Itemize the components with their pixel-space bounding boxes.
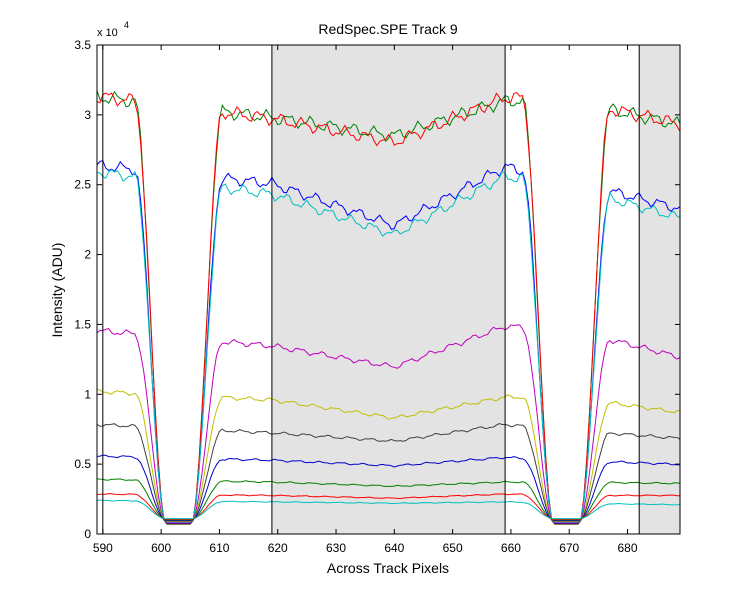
- y-exponent-base: x 10: [97, 27, 118, 39]
- series-lines: [96, 90, 681, 525]
- x-tick-label: 620: [268, 541, 288, 555]
- y-tick-label: 3.5: [74, 38, 91, 52]
- x-tick-label: 630: [326, 541, 346, 555]
- shaded-regions: [271, 45, 680, 534]
- x-tick-label: 610: [209, 541, 229, 555]
- y-axis-ticks: 0 0.5 1 1.5 2 2.5 3 3.5: [74, 38, 680, 541]
- x-tick-label: 650: [443, 541, 463, 555]
- y-tick-label: 3: [84, 108, 91, 122]
- y-tick-label: 2.5: [74, 178, 91, 192]
- x-tick-label: 670: [559, 541, 579, 555]
- x-tick-label: 680: [618, 541, 638, 555]
- y-tick-label: 1.5: [74, 317, 91, 331]
- y-tick-label: 1: [84, 387, 91, 401]
- x-tick-label: 640: [384, 541, 404, 555]
- y-tick-label: 0.5: [74, 457, 91, 471]
- x-axis-label: Across Track Pixels: [327, 560, 449, 576]
- series-line-11: [96, 499, 681, 520]
- y-exponent-power: 4: [124, 20, 129, 30]
- x-tick-label: 590: [93, 541, 113, 555]
- vertical-lines: [102, 45, 640, 534]
- x-axis-ticks: 590 600 610 620 630 640 650 660 670 680: [93, 45, 638, 555]
- y-tick-label: 0: [84, 527, 91, 541]
- shaded-region-2: [639, 45, 680, 534]
- x-tick-label: 600: [151, 541, 171, 555]
- series-line-4: [96, 169, 681, 523]
- chart-title: RedSpec.SPE Track 9: [318, 21, 458, 37]
- y-axis-label: Intensity (ADU): [49, 243, 65, 338]
- y-tick-label: 2: [84, 248, 91, 262]
- shaded-region-1: [271, 45, 506, 534]
- x-tick-label: 660: [501, 541, 521, 555]
- plot-area-frame: [96, 44, 681, 535]
